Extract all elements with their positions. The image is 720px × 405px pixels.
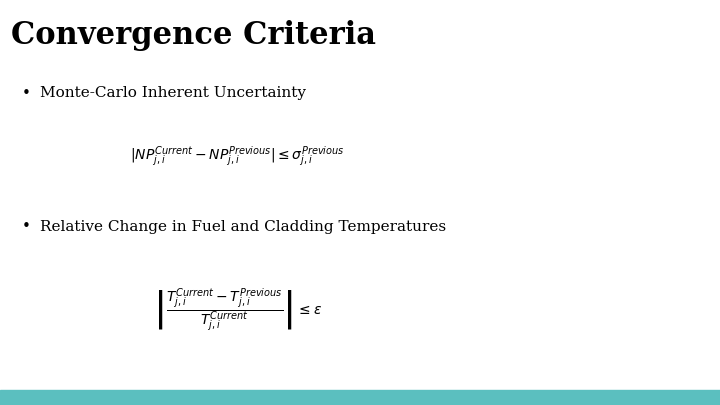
Text: $\left| \dfrac{T_{j,i}^{Current} - T_{j,i}^{Previous}}{T_{j,i}^{Current}} \right: $\left| \dfrac{T_{j,i}^{Current} - T_{j,…: [153, 286, 322, 333]
Text: Monte-Carlo Inherent Uncertainty: Monte-Carlo Inherent Uncertainty: [40, 86, 305, 100]
Bar: [0, 390, 720, 405]
Text: Relative Change in Fuel and Cladding Temperatures: Relative Change in Fuel and Cladding Tem…: [40, 220, 446, 234]
Text: •: •: [22, 85, 30, 101]
Text: Convergence Criteria: Convergence Criteria: [11, 20, 376, 51]
Text: •: •: [22, 219, 30, 234]
Text: $| NP_{j,i}^{Current} - NP_{j,i}^{Previous} | \leq \sigma_{j,i}^{Previous}$: $| NP_{j,i}^{Current} - NP_{j,i}^{Previo…: [130, 144, 345, 168]
